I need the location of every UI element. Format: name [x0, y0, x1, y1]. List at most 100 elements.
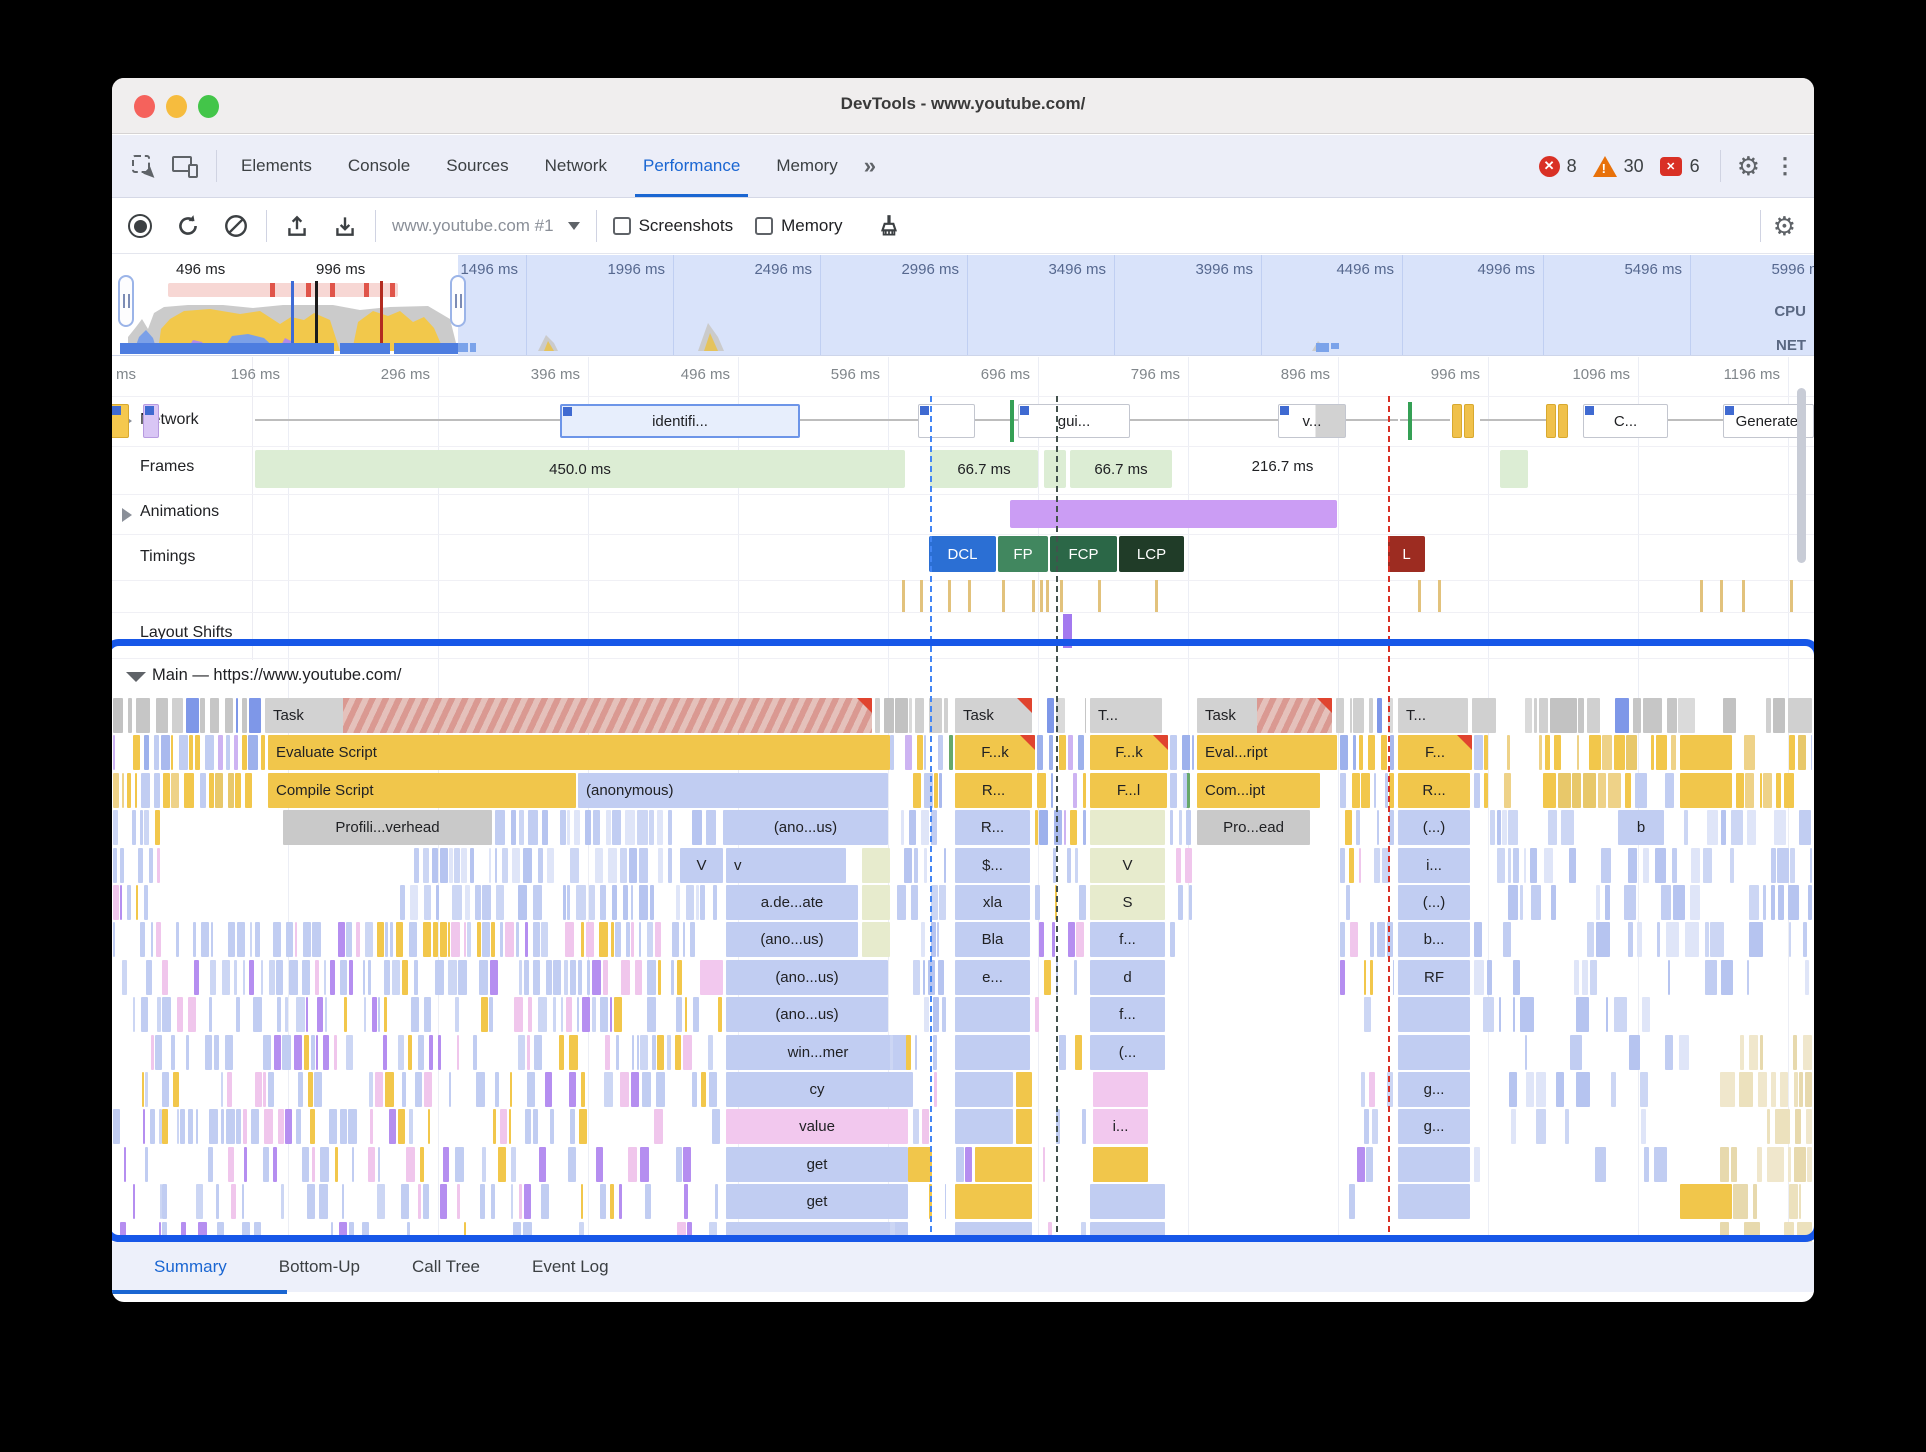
load-profile-button[interactable]: [283, 212, 311, 240]
frame-chip[interactable]: [1044, 450, 1066, 488]
flame-block[interactable]: get: [726, 1146, 908, 1182]
bottom-tab-event-log[interactable]: Event Log: [532, 1257, 609, 1276]
network-request-chip[interactable]: C...: [1583, 404, 1668, 438]
flame-block[interactable]: [955, 1072, 1013, 1107]
selection-handle-left[interactable]: [118, 275, 134, 327]
flame-block[interactable]: i...: [1398, 847, 1470, 883]
flame-block[interactable]: S: [1090, 885, 1165, 920]
tab-memory[interactable]: Memory: [776, 156, 838, 175]
record-button[interactable]: [126, 212, 154, 240]
settings-gear-icon[interactable]: ⚙: [1736, 150, 1760, 181]
timeline-overview[interactable]: 1496 ms 1996 ms 2496 ms 2996 ms 3496 ms 3996 …: [112, 255, 1814, 356]
tab-elements[interactable]: Elements: [241, 156, 312, 175]
flame-block[interactable]: [726, 1221, 908, 1242]
timing-marker-l[interactable]: L: [1388, 536, 1425, 572]
flame-block[interactable]: [1398, 1146, 1470, 1182]
reload-and-record-button[interactable]: [174, 212, 202, 240]
flame-block[interactable]: xla: [955, 885, 1030, 920]
bottom-tab-summary[interactable]: Summary: [154, 1257, 227, 1276]
flame-block[interactable]: F...k: [1090, 735, 1168, 771]
flame-block[interactable]: get: [726, 1184, 908, 1220]
flame-block[interactable]: [862, 885, 890, 920]
flame-block[interactable]: v: [726, 847, 846, 883]
flame-block[interactable]: [862, 922, 890, 958]
network-request-chip[interactable]: [1464, 404, 1474, 438]
network-request-chip[interactable]: [143, 404, 159, 438]
frame-chip[interactable]: 66.7 ms: [930, 450, 1038, 488]
flame-block[interactable]: g...: [1398, 1072, 1470, 1107]
flame-block[interactable]: f...: [1090, 997, 1165, 1033]
memory-checkbox-row[interactable]: Memory: [755, 216, 843, 236]
bottom-tab-call-tree[interactable]: Call Tree: [411, 1257, 481, 1276]
more-tabs-icon[interactable]: »: [863, 153, 876, 178]
flame-block[interactable]: Compile Script: [268, 772, 576, 808]
flame-block[interactable]: Eval...ript: [1197, 735, 1337, 771]
flame-block[interactable]: Evaluate Script: [268, 735, 890, 771]
flame-block[interactable]: [975, 1146, 1032, 1182]
flame-block[interactable]: [949, 735, 953, 771]
timing-marker-fp[interactable]: FP: [998, 536, 1048, 572]
zoom-window-button[interactable]: [198, 95, 219, 118]
network-request-chip[interactable]: [112, 404, 129, 438]
flame-block[interactable]: RF: [1398, 959, 1470, 995]
collect-garbage-icon[interactable]: [875, 212, 903, 240]
frame-chip[interactable]: 66.7 ms: [1070, 450, 1172, 488]
vertical-scrollbar[interactable]: [1797, 388, 1806, 563]
flame-block[interactable]: (ano...us): [726, 922, 858, 958]
flame-block[interactable]: (...): [1398, 810, 1470, 846]
flame-block[interactable]: [1090, 1184, 1165, 1220]
flame-block[interactable]: cy: [726, 1072, 908, 1107]
flame-block[interactable]: $...: [955, 847, 1030, 883]
flame-block[interactable]: value: [726, 1109, 908, 1145]
flame-block[interactable]: g...: [1398, 1109, 1470, 1145]
flame-block[interactable]: f...: [1090, 922, 1165, 958]
flame-block[interactable]: [1093, 1072, 1148, 1107]
device-toolbar-icon[interactable]: [172, 154, 198, 178]
flame-block[interactable]: [1680, 735, 1732, 771]
flame-block[interactable]: (ano...us): [723, 810, 888, 846]
flame-block[interactable]: Profili...verhead: [283, 810, 492, 846]
flame-block[interactable]: [1093, 1146, 1148, 1182]
flame-block[interactable]: [1398, 1184, 1470, 1220]
flame-block[interactable]: [1016, 1109, 1032, 1145]
network-request-chip[interactable]: identifi...: [560, 404, 800, 438]
flame-block[interactable]: [1680, 1184, 1732, 1220]
selection-handle-right[interactable]: [450, 275, 466, 327]
inspect-icon[interactable]: [130, 153, 158, 182]
flame-block[interactable]: (ano...us): [726, 959, 888, 995]
flame-block[interactable]: [1185, 772, 1190, 808]
tab-performance[interactable]: Performance: [625, 135, 758, 197]
memory-checkbox[interactable]: [755, 217, 774, 235]
flame-block[interactable]: i...: [1093, 1109, 1148, 1145]
flame-block[interactable]: [1398, 997, 1470, 1033]
network-request-chip[interactable]: [1546, 404, 1556, 438]
flame-block[interactable]: Task: [1197, 698, 1332, 733]
flame-block[interactable]: T...: [1090, 698, 1162, 733]
network-request-chip[interactable]: gui...: [1018, 404, 1130, 438]
flame-block[interactable]: [908, 1146, 932, 1182]
flame-block[interactable]: Bla: [955, 922, 1030, 958]
timing-marker-fcp[interactable]: FCP: [1050, 536, 1117, 572]
tab-sources[interactable]: Sources: [446, 156, 509, 175]
flame-block[interactable]: [1090, 810, 1165, 846]
flame-block[interactable]: V: [1090, 847, 1165, 883]
flame-block[interactable]: (ano...us): [726, 997, 888, 1033]
screenshots-checkbox-row[interactable]: Screenshots: [612, 216, 733, 236]
close-window-button[interactable]: [134, 95, 155, 118]
flame-block[interactable]: V: [680, 847, 723, 883]
animations-disclosure-icon[interactable]: [122, 508, 132, 522]
flame-block[interactable]: [1090, 1221, 1165, 1242]
minimize-window-button[interactable]: [166, 95, 187, 118]
flame-block[interactable]: Pro...ead: [1197, 810, 1310, 846]
flame-block[interactable]: b: [1618, 810, 1664, 846]
flame-block[interactable]: b...: [1398, 922, 1470, 958]
flame-block[interactable]: [955, 1221, 1032, 1242]
frame-chip[interactable]: 450.0 ms: [255, 450, 905, 488]
flame-block[interactable]: R...: [955, 810, 1030, 846]
flame-block[interactable]: F...: [1398, 735, 1472, 771]
flame-block[interactable]: T...: [1398, 698, 1468, 733]
flame-block[interactable]: [955, 1109, 1013, 1145]
timing-marker-lcp[interactable]: LCP: [1119, 536, 1184, 572]
flame-block[interactable]: Com...ipt: [1197, 772, 1320, 808]
network-request-chip[interactable]: [918, 404, 975, 438]
